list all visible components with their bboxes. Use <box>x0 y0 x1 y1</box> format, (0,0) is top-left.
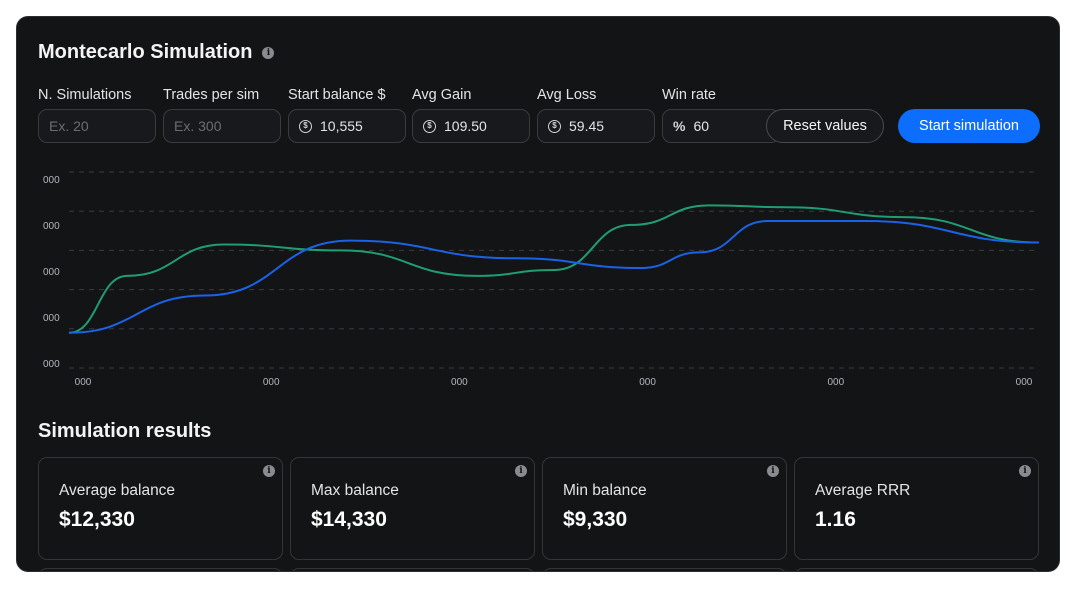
start-balance-field: Start balance $ $ 10,555 <box>288 87 406 143</box>
max-balance-label: Max balance <box>311 482 399 499</box>
avg-loss-value: 59.45 <box>569 118 605 134</box>
y-tick-label: 000 <box>43 313 60 324</box>
win-rate-input[interactable]: % 60 <box>662 109 780 143</box>
page-title: Montecarlo Simulation i <box>38 41 275 64</box>
trades-per-sim-label: Trades per sim <box>163 87 260 103</box>
x-tick-label: 000 <box>263 377 280 388</box>
x-tick-label: 000 <box>827 377 844 388</box>
win-rate-field: Win rate % 60 <box>662 87 780 143</box>
info-icon[interactable]: i <box>1019 465 1031 477</box>
y-tick-label: 000 <box>43 221 60 232</box>
average-balance-value: $12,330 <box>59 508 135 531</box>
min-balance-card: i Min balance $9,330 <box>542 457 787 560</box>
x-tick-label: 000 <box>75 377 92 388</box>
n-simulations-input[interactable]: Ex. 20 <box>38 109 156 143</box>
average-rrr-card: i Average RRR 1.16 <box>794 457 1039 560</box>
n-simulations-field: N. Simulations Ex. 20 <box>38 87 156 143</box>
avg-gain-field: Avg Gain $ 109.50 <box>412 87 530 143</box>
info-icon[interactable]: i <box>262 46 275 59</box>
max-balance-card: i Max balance $14,330 <box>290 457 535 560</box>
start-simulation-button[interactable]: Start simulation <box>898 109 1040 143</box>
start-balance-value: 10,555 <box>320 118 363 134</box>
x-tick-label: 000 <box>451 377 468 388</box>
simulation-chart: 000 000 000 000 000 000 000 000 000 000 000 <box>43 171 1040 388</box>
average-balance-label: Average balance <box>59 482 176 499</box>
trades-per-sim-placeholder: Ex. 300 <box>174 118 222 134</box>
n-simulations-label: N. Simulations <box>38 87 132 103</box>
avg-gain-label: Avg Gain <box>412 87 472 103</box>
series-line-2 <box>68 220 1040 334</box>
y-tick-label: 000 <box>43 267 60 278</box>
win-rate-value: 60 <box>693 118 710 134</box>
win-rate-label: Win rate <box>662 87 716 103</box>
info-icon[interactable]: i <box>263 465 275 477</box>
result-card-partial <box>542 568 787 571</box>
dollar-coin-icon: $ <box>423 119 436 133</box>
avg-loss-field: Avg Loss $ 59.45 <box>537 87 655 143</box>
trades-per-sim-field: Trades per sim Ex. 300 <box>163 87 281 143</box>
avg-gain-value: 109.50 <box>444 118 487 134</box>
average-rrr-value: 1.16 <box>815 508 856 531</box>
start-balance-label: Start balance $ <box>288 87 386 103</box>
avg-loss-label: Avg Loss <box>537 87 597 103</box>
avg-gain-input[interactable]: $ 109.50 <box>412 109 530 143</box>
results-title: Simulation results <box>38 420 212 442</box>
series-line-1 <box>68 204 1040 334</box>
x-tick-label: 000 <box>1016 377 1033 388</box>
n-simulations-placeholder: Ex. 20 <box>49 118 89 134</box>
dollar-coin-icon: $ <box>299 119 312 133</box>
info-icon[interactable]: i <box>515 465 527 477</box>
page-title-text: Montecarlo Simulation <box>38 41 253 63</box>
average-balance-card: i Average balance $12,330 <box>38 457 283 560</box>
reset-values-button[interactable]: Reset values <box>766 109 884 143</box>
y-tick-label: 000 <box>43 175 60 186</box>
max-balance-value: $14,330 <box>311 508 387 531</box>
info-icon[interactable]: i <box>767 465 779 477</box>
average-rrr-label: Average RRR <box>815 482 911 499</box>
montecarlo-panel: Montecarlo Simulation i N. Simulations E… <box>16 16 1060 572</box>
dollar-coin-icon: $ <box>548 119 561 133</box>
min-balance-label: Min balance <box>563 482 647 499</box>
start-balance-input[interactable]: $ 10,555 <box>288 109 406 143</box>
trades-per-sim-input[interactable]: Ex. 300 <box>163 109 281 143</box>
x-tick-label: 000 <box>639 377 656 388</box>
y-tick-label: 000 <box>43 359 60 370</box>
percent-icon: % <box>673 118 686 134</box>
result-card-partial <box>38 568 283 571</box>
avg-loss-input[interactable]: $ 59.45 <box>537 109 655 143</box>
result-card-partial <box>290 568 535 571</box>
min-balance-value: $9,330 <box>563 508 628 531</box>
result-card-partial <box>794 568 1039 571</box>
